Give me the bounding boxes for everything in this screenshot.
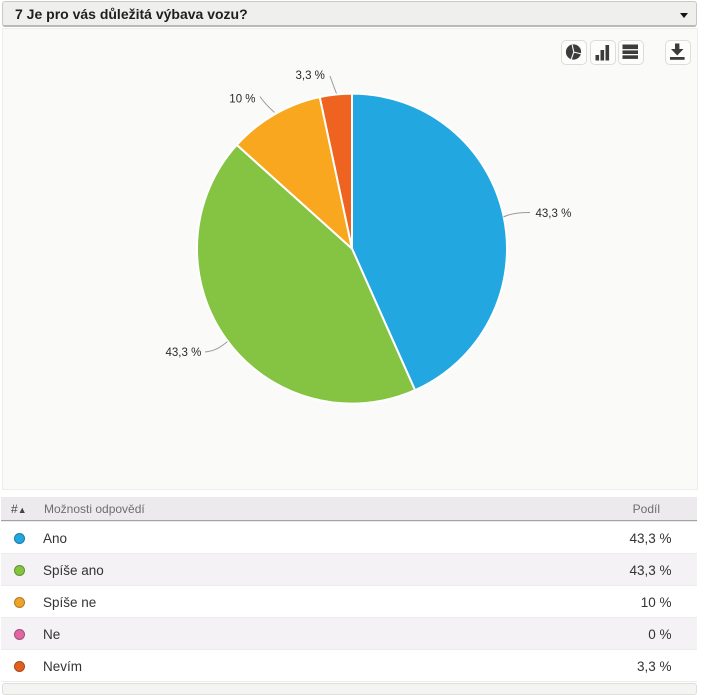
svg-text:3,3 %: 3,3 % <box>296 70 325 82</box>
svg-text:43,3 %: 43,3 % <box>166 347 202 359</box>
svg-text:43,3 %: 43,3 % <box>536 208 572 220</box>
svg-text:10 %: 10 % <box>229 94 255 106</box>
